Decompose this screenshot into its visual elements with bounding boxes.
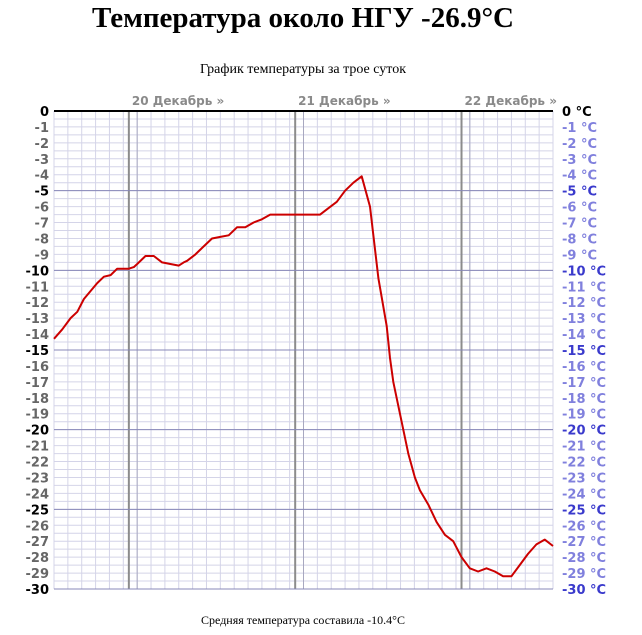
y-tick-label-left: -12: [26, 296, 50, 311]
y-tick-label-right: -15 °C: [562, 344, 606, 359]
y-tick-label-left: -16: [26, 360, 50, 375]
y-tick-label-left: 0: [40, 105, 49, 120]
y-tick-label-left: -30: [26, 583, 50, 598]
y-tick-label-left: -19: [26, 408, 50, 423]
y-tick-label-right: -29 °C: [562, 567, 606, 582]
y-tick-label-right: -3 °C: [562, 153, 597, 168]
major-grid: [54, 110, 553, 590]
y-tick-label-right: -19 °C: [562, 408, 606, 423]
y-tick-label-left: -21: [26, 440, 50, 455]
average-temperature: Средняя температура составила -10.4°C: [201, 613, 405, 627]
day-label: 22 Декабрь »: [465, 94, 557, 108]
y-tick-label-left: -25: [26, 503, 50, 518]
y-tick-label-right: -12 °C: [562, 296, 606, 311]
y-tick-label-left: -13: [26, 312, 50, 327]
y-tick-label-right: -18 °C: [562, 392, 606, 407]
y-tick-label-left: -24: [26, 487, 50, 502]
y-tick-label-right: -10 °C: [562, 264, 606, 279]
temperature-line: [53, 175, 554, 578]
y-tick-label-right: -30 °C: [562, 583, 606, 598]
y-tick-label-left: -1: [35, 121, 49, 136]
y-tick-label-right: -2 °C: [562, 137, 597, 152]
day-labels: 20 Декабрь » 21 Декабрь » 22 Декабрь »: [132, 94, 557, 108]
y-tick-label-right: -9 °C: [562, 248, 597, 263]
y-tick-label-left: -27: [26, 535, 50, 550]
y-tick-label-left: -8: [35, 232, 49, 247]
y-tick-label-right: -26 °C: [562, 519, 606, 534]
day-label: 20 Декабрь »: [132, 94, 224, 108]
y-tick-label-left: -18: [26, 392, 50, 407]
day-label: 21 Декабрь »: [298, 94, 390, 108]
y-tick-label-left: -28: [26, 551, 50, 566]
y-tick-label-right: -17 °C: [562, 376, 606, 391]
y-tick-label-left: -10: [26, 264, 50, 279]
y-tick-label-right: -22 °C: [562, 456, 606, 471]
chart-subtitle: График температуры за трое суток: [199, 62, 407, 77]
y-tick-label-right: -7 °C: [562, 217, 597, 232]
y-tick-label-right: -23 °C: [562, 471, 606, 486]
y-tick-label-left: -15: [26, 344, 50, 359]
y-tick-label-left: -20: [26, 424, 50, 439]
y-tick-label-right: -20 °C: [562, 424, 606, 439]
y-tick-label-left: -17: [26, 376, 50, 391]
y-tick-label-right: 0 °C: [562, 105, 592, 120]
y-tick-label-left: -9: [35, 248, 49, 263]
series-layer: [53, 175, 554, 578]
y-tick-label-right: -4 °C: [562, 169, 597, 184]
y-tick-label-left: -11: [26, 280, 50, 295]
y-axis-right: 0 °C-1 °C-2 °C-3 °C-4 °C-5 °C-6 °C-7 °C-…: [562, 105, 606, 598]
y-tick-label-right: -11 °C: [562, 280, 606, 295]
y-tick-label-right: -5 °C: [562, 185, 597, 200]
y-tick-label-left: -4: [35, 169, 49, 184]
y-tick-label-left: -5: [35, 185, 49, 200]
y-tick-label-right: -27 °C: [562, 535, 606, 550]
y-tick-label-left: -14: [26, 328, 50, 343]
y-tick-label-right: -8 °C: [562, 232, 597, 247]
y-tick-label-right: -16 °C: [562, 360, 606, 375]
y-tick-label-left: -22: [26, 456, 50, 471]
y-tick-label-right: -1 °C: [562, 121, 597, 136]
y-tick-label-left: -6: [35, 201, 49, 216]
y-tick-label-left: -2: [35, 137, 49, 152]
y-tick-label-right: -13 °C: [562, 312, 606, 327]
y-tick-label-right: -21 °C: [562, 440, 606, 455]
y-tick-label-right: -28 °C: [562, 551, 606, 566]
y-tick-label-right: -24 °C: [562, 487, 606, 502]
y-tick-label-left: -7: [35, 217, 49, 232]
y-tick-label-right: -25 °C: [562, 503, 606, 518]
y-axis-left: 0-1-2-3-4-5-6-7-8-9-10-11-12-13-14-15-16…: [26, 105, 50, 598]
y-tick-label-left: -29: [26, 567, 50, 582]
y-tick-label-left: -23: [26, 471, 50, 486]
page-title: Температура около НГУ -26.9°C: [91, 2, 514, 34]
y-tick-label-right: -6 °C: [562, 201, 597, 216]
y-tick-label-right: -14 °C: [562, 328, 606, 343]
y-tick-label-left: -3: [35, 153, 49, 168]
y-tick-label-left: -26: [26, 519, 50, 534]
